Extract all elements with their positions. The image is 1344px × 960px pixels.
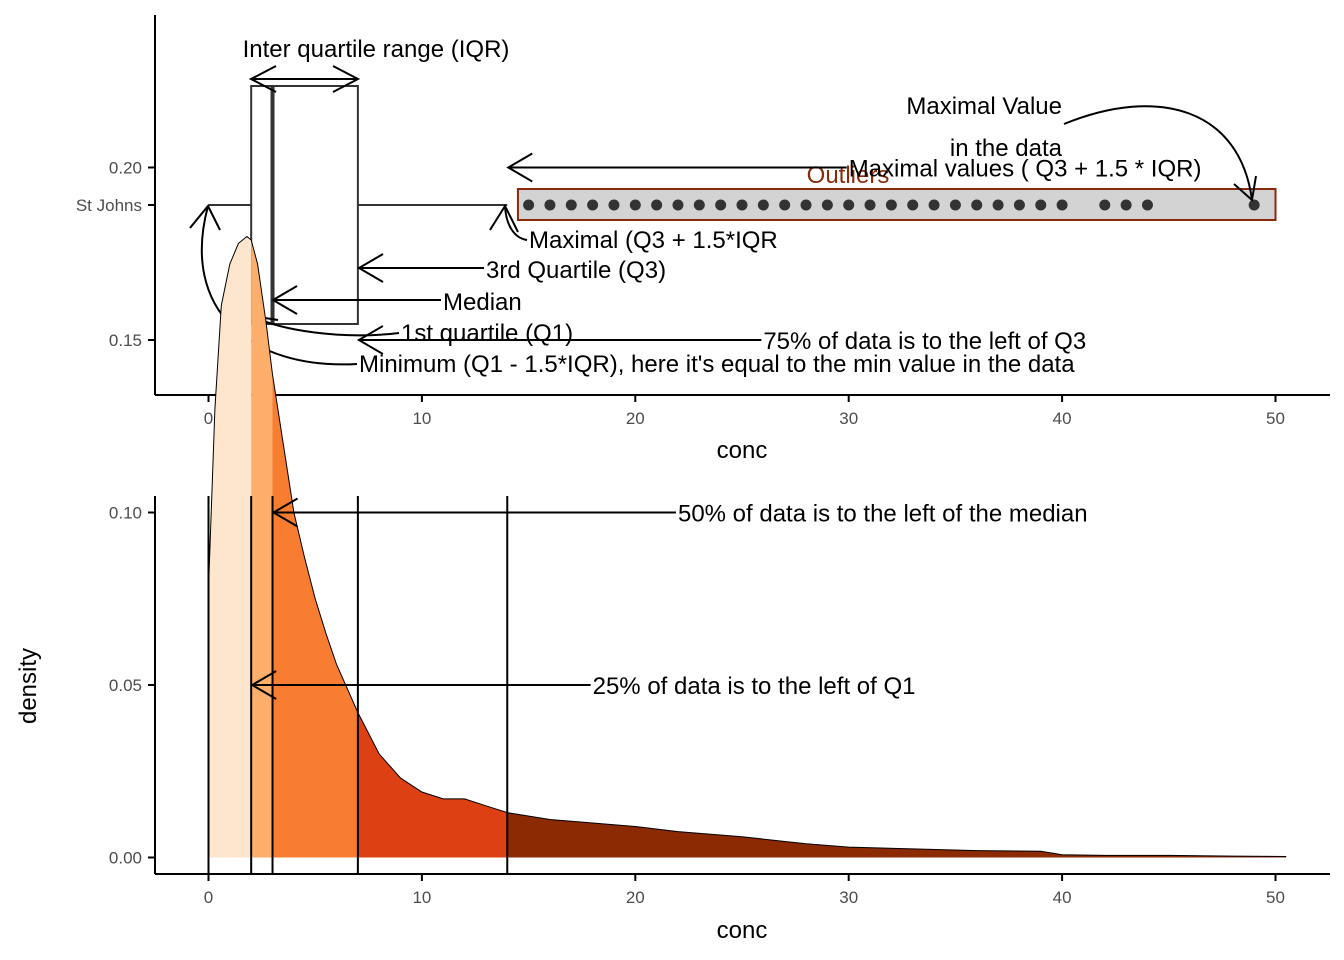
boxplot-x-tick-label: 10 — [412, 409, 431, 428]
density-x-axis-title: conc — [717, 917, 768, 944]
boxplot-x-tick-label: 0 — [204, 409, 213, 428]
outlier-point — [715, 199, 727, 211]
density-y-ticks: 0.00 0.05 0.10 0.15 0.20 — [109, 159, 155, 868]
outlier-point — [544, 199, 556, 211]
annotation-median: Median — [443, 289, 522, 316]
iqr-arrow — [248, 65, 361, 93]
annotation-iqr: Inter quartile range (IQR) — [243, 36, 510, 63]
outlier-point — [1120, 199, 1132, 211]
boxplot-box — [208, 85, 508, 325]
density-x-tick-label: 20 — [626, 888, 645, 907]
annotation-maximal-value-line1: Maximal Value — [906, 93, 1062, 120]
outlier-point — [949, 199, 961, 211]
outlier-point — [1013, 199, 1025, 211]
density-y-tick-label: 0.10 — [109, 504, 142, 523]
outlier-point — [843, 199, 855, 211]
maximal-whisker-arrowhead — [489, 203, 519, 233]
annotation-label: 50% of data is to the left of the median — [678, 501, 1088, 528]
density-x-tick-label: 10 — [412, 888, 431, 907]
annotation-arrow — [271, 497, 676, 528]
maximal-value-arrowhead — [1233, 175, 1257, 202]
density-x-tick-label: 0 — [204, 888, 213, 907]
outlier-point — [928, 199, 940, 211]
boxplot-x-tick-label: 30 — [839, 409, 858, 428]
outlier-point — [757, 199, 769, 211]
boxplot-x-ticks: 0 10 20 30 40 50 — [204, 395, 1285, 428]
outlier-point — [651, 199, 663, 211]
outlier-point — [523, 199, 535, 211]
annotation-q1: 1st quartile (Q1) — [401, 320, 573, 347]
boxplot-x-axis-title: conc — [717, 437, 768, 464]
minimum-arrowhead — [189, 204, 221, 231]
outlier-point — [629, 199, 641, 211]
density-segment — [208, 236, 252, 858]
density-segment — [251, 240, 273, 858]
maximal-whisker-arrow — [504, 205, 528, 241]
density-x-tick-label: 40 — [1053, 888, 1072, 907]
boxplot-x-tick-label: 40 — [1053, 409, 1072, 428]
outlier-point — [1099, 199, 1111, 211]
annotation-minimum: Minimum (Q1 - 1.5*IQR), here it's equal … — [359, 351, 1075, 378]
annotation-q3: 3rd Quartile (Q3) — [486, 257, 666, 284]
density-segment — [507, 812, 1287, 858]
outlier-point — [1035, 199, 1047, 211]
density-y-axis-title: density — [15, 648, 42, 724]
annotation-arrow — [506, 152, 847, 183]
outlier-point — [565, 199, 577, 211]
annotation-label: Maximal values ( Q3 + 1.5 * IQR) — [849, 156, 1202, 183]
outlier-point — [1141, 199, 1153, 211]
outlier-point — [864, 199, 876, 211]
outlier-point — [971, 199, 983, 211]
density-y-tick-label: 0.15 — [109, 331, 142, 350]
outlier-point — [736, 199, 748, 211]
density-y-tick-label: 0.05 — [109, 676, 142, 695]
boxplot-category-label: St Johns — [76, 196, 142, 215]
outlier-point — [1056, 199, 1068, 211]
annotation-label: 75% of data is to the left of Q3 — [763, 328, 1086, 355]
annotation-maximal-value-line2: in the data — [950, 135, 1063, 162]
outlier-point — [693, 199, 705, 211]
outlier-point — [992, 199, 1004, 211]
density-y-tick-label: 0.20 — [109, 159, 142, 178]
boxplot-panel: St Johns 0 10 20 30 40 50 conc Inter quartile… — [76, 15, 1330, 464]
outlier-point — [907, 199, 919, 211]
outlier-point — [800, 199, 812, 211]
density-x-tick-label: 30 — [839, 888, 858, 907]
density-curve — [208, 235, 1287, 857]
density-y-tick-label: 0.00 — [109, 849, 142, 868]
annotation-maximal-whisker: Maximal (Q3 + 1.5*IQR — [529, 227, 778, 254]
outlier-point — [1248, 199, 1260, 211]
annotation-arrow — [356, 325, 762, 355]
outlier-point — [672, 199, 684, 211]
density-panel: 0.00 0.05 0.10 0.15 0.20 0 10 20 30 40 50 conc de… — [15, 152, 1330, 944]
q3-arrow — [357, 253, 484, 283]
density-x-tick-label: 50 — [1266, 888, 1285, 907]
annotation-label: 25% of data is to the left of Q1 — [593, 673, 916, 700]
annotation-arrow — [250, 670, 591, 700]
outlier-point — [885, 199, 897, 211]
maximal-value-arrow — [1063, 105, 1253, 201]
outlier-point — [587, 199, 599, 211]
density-segment — [357, 712, 508, 858]
outlier-group — [516, 188, 1277, 221]
density-segments — [208, 236, 1287, 858]
density-segment — [272, 374, 358, 858]
iqr-box — [250, 85, 359, 325]
median-arrow — [271, 285, 441, 315]
density-x-ticks: 0 10 20 30 40 50 — [204, 874, 1285, 907]
outlier-point — [779, 199, 791, 211]
boxplot-x-tick-label: 50 — [1266, 409, 1285, 428]
outlier-point — [821, 199, 833, 211]
density-annotations: Maximal values ( Q3 + 1.5 * IQR) 75% of d… — [250, 152, 1202, 700]
outlier-point — [608, 199, 620, 211]
boxplot-x-tick-label: 20 — [626, 409, 645, 428]
